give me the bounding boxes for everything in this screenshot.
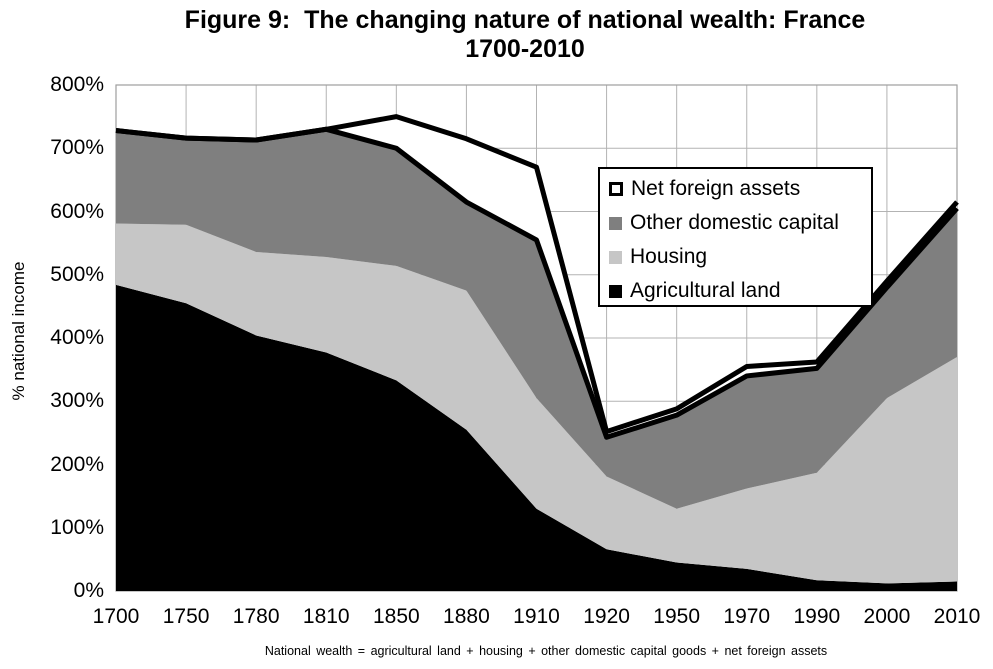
x-tick-label: 2000 — [863, 605, 911, 628]
y-tick-label: 300% — [50, 389, 104, 413]
y-tick-label: 800% — [50, 73, 104, 96]
x-tick-label: 1880 — [443, 605, 490, 628]
figure-title: Figure 9: The changing nature of nationa… — [60, 6, 990, 64]
figure-title-line2: 1700-2010 — [465, 35, 585, 63]
x-tick-label: 1990 — [793, 605, 841, 628]
legend-marker-net-foreign-assets-icon — [609, 182, 623, 196]
y-tick-label: 0% — [73, 579, 104, 602]
x-tick-label: 1910 — [513, 605, 560, 628]
legend-item-housing: Housing — [609, 240, 871, 274]
x-tick-label: 1700 — [92, 605, 140, 628]
x-tick-label: 1950 — [653, 605, 701, 628]
x-tick-label: 1970 — [723, 605, 771, 628]
y-tick-label: 100% — [50, 515, 104, 539]
x-tick-label: 1780 — [232, 605, 280, 628]
boundary-line-net-foreign-assets — [115, 114, 959, 435]
legend-marker-agricultural-land-icon — [609, 284, 622, 298]
legend-label: Other domestic capital — [630, 211, 839, 234]
legend-label: Housing — [630, 245, 708, 268]
legend-item-net-foreign-assets: Net foreign assets — [609, 172, 871, 206]
x-tick-label: 1810 — [302, 605, 350, 628]
y-tick-label: 600% — [50, 199, 104, 223]
y-tick-label: 700% — [50, 136, 104, 160]
area-other-domestic-capital — [116, 129, 957, 509]
area-net-foreign-assets — [116, 116, 957, 438]
x-tick-label: 1920 — [583, 605, 630, 628]
y-tick-label: 500% — [50, 262, 104, 286]
y-tick-label: 200% — [50, 452, 104, 476]
y-tick-label: 400% — [50, 326, 104, 349]
legend-item-other-domestic-capital: Other domestic capital — [609, 206, 871, 240]
x-tick-label: 1750 — [162, 605, 210, 628]
legend-label: Agricultural land — [630, 279, 781, 302]
chart-legend: Net foreign assets Other domestic capital… — [598, 167, 873, 307]
figure-title-line1: Figure 9: The changing nature of nationa… — [184, 6, 866, 34]
x-tick-label: 1850 — [372, 605, 420, 628]
legend-label: Net foreign assets — [631, 177, 801, 200]
figure-footnote: National wealth = agricultural land + ho… — [264, 644, 828, 658]
legend-marker-other-domestic-capital-icon — [609, 216, 622, 230]
area-agricultural-land — [116, 284, 957, 591]
legend-marker-housing-icon — [609, 250, 622, 264]
area-housing — [116, 223, 957, 584]
x-tick-label: 2010 — [933, 605, 981, 628]
legend-item-agricultural-land: Agricultural land — [609, 274, 871, 308]
